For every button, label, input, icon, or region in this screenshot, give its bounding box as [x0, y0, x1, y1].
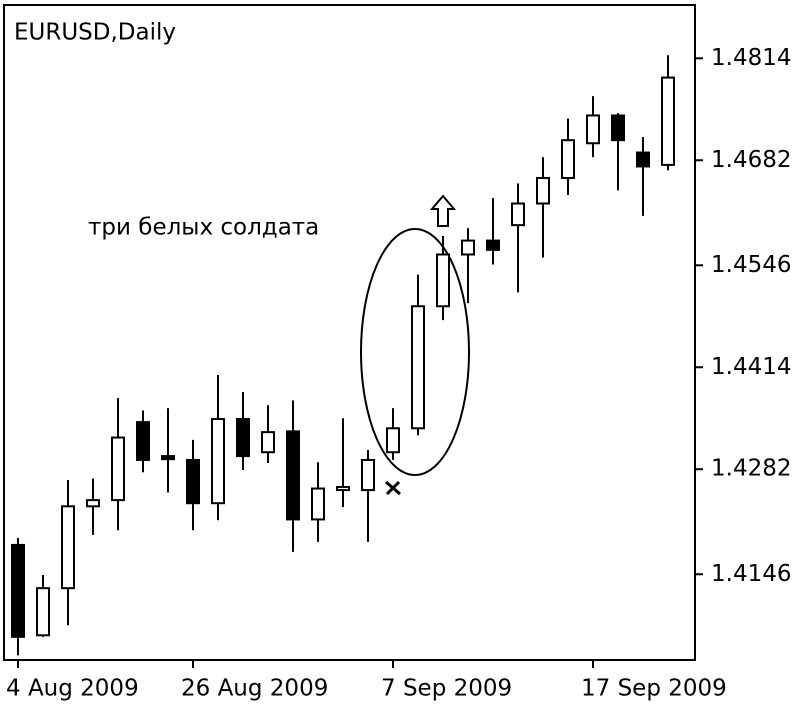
- highlight-ellipse: [360, 228, 470, 476]
- candle-body: [261, 431, 275, 454]
- x-tick-label: 17 Sep 2009: [581, 676, 727, 702]
- candle-body: [161, 455, 175, 461]
- y-tick-label: 1.4814: [711, 45, 791, 71]
- annotation: три белых солдата: [88, 215, 319, 241]
- plot-frame: [3, 4, 696, 661]
- candle-body: [536, 177, 550, 205]
- candle-body: [336, 485, 350, 492]
- x-tick-label: 4 Aug 2009: [6, 676, 139, 702]
- candle-body: [386, 427, 400, 454]
- candle-body: [461, 239, 475, 256]
- candle-body: [486, 239, 500, 251]
- y-tick-label: 1.4414: [711, 354, 791, 380]
- y-tick-label: 1.4146: [711, 561, 791, 587]
- candle-body: [311, 487, 325, 521]
- candle-body: [636, 151, 650, 168]
- candle-body: [586, 114, 600, 145]
- candle-body: [436, 253, 450, 308]
- candle-body: [111, 436, 125, 502]
- candle-body: [236, 418, 250, 458]
- candle-body: [61, 505, 75, 590]
- candle-body: [136, 421, 150, 461]
- candle-body: [411, 305, 425, 430]
- candle-body: [361, 458, 375, 492]
- cross-mark: [385, 480, 401, 496]
- candle-body: [11, 543, 25, 638]
- candle-body: [511, 202, 525, 227]
- buy-arrow: [429, 194, 457, 227]
- x-tick-label: 7 Sep 2009: [381, 676, 512, 702]
- candle-body: [561, 139, 575, 180]
- candle-body: [611, 114, 625, 142]
- candle-body: [186, 458, 200, 505]
- candle-body: [286, 430, 300, 521]
- candle-body: [36, 587, 50, 637]
- x-tick-label: 26 Aug 2009: [181, 676, 328, 702]
- y-tick-label: 1.4282: [711, 456, 791, 482]
- candle-body: [211, 418, 225, 505]
- y-tick-label: 1.4682: [711, 147, 791, 173]
- chart-title: EURUSD,Daily: [14, 20, 176, 46]
- candle-body: [661, 76, 675, 166]
- candle-body: [86, 499, 100, 508]
- y-tick-label: 1.4546: [711, 252, 791, 278]
